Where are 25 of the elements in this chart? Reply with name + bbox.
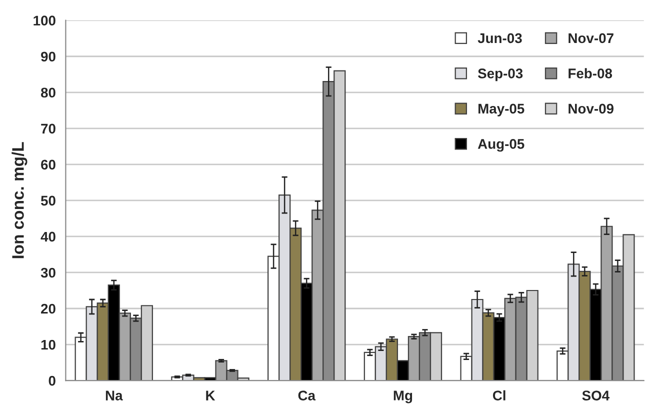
x-tick-label: Ca (298, 390, 316, 400)
x-tick-label: Mg (394, 390, 412, 404)
y-tick-label: 70 (41, 124, 56, 134)
x-tick-label: K (206, 390, 216, 400)
y-tick-label: 0 (48, 376, 56, 386)
x-tick-label: SO4 (582, 390, 610, 400)
legend-label: Jun-03 (478, 33, 522, 44)
legend-label: May-05 (478, 104, 524, 116)
y-tick-label: 40 (40, 232, 56, 242)
y-tick-label: 60 (41, 160, 56, 170)
legend-label: Nov-09 (568, 104, 614, 114)
y-axis-title: Ion conc. mg/L (12, 142, 28, 258)
legend-label: Sep-03 (478, 68, 523, 82)
y-tick-label: 10 (41, 340, 56, 350)
x-tick-label: Cl (492, 390, 506, 400)
x-tick-label: Na (106, 390, 123, 400)
legend-label: Aug-05 (478, 139, 524, 152)
y-tick-label: 20 (41, 304, 56, 314)
y-tick-label: 100 (34, 16, 56, 26)
y-tick-label: 90 (41, 52, 56, 62)
y-tick-label: 50 (40, 196, 56, 206)
y-tick-label: 30 (40, 268, 56, 278)
legend-label: Nov-07 (568, 33, 614, 44)
y-tick-label: 80 (40, 88, 56, 98)
legend-label: Feb-08 (568, 68, 612, 78)
